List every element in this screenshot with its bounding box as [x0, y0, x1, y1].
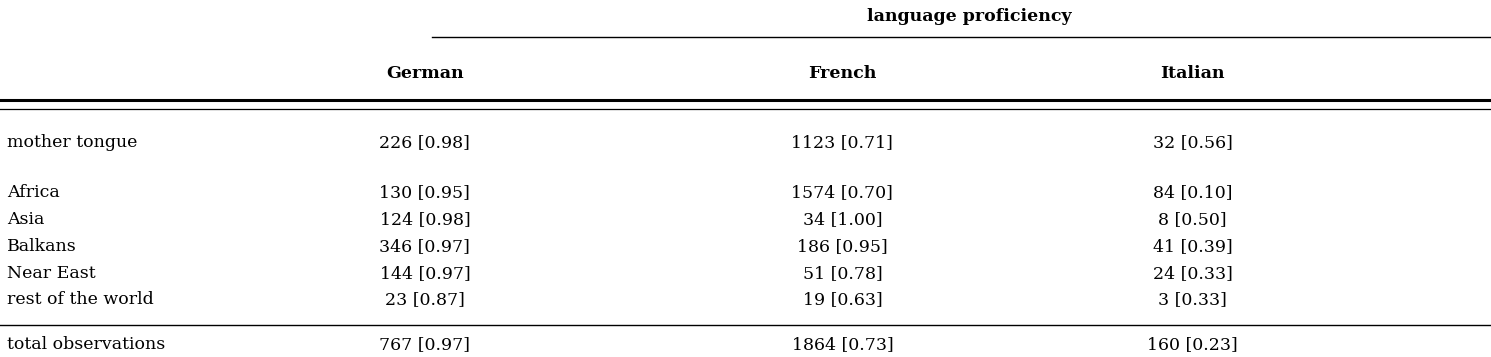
- Text: 144 [0.97]: 144 [0.97]: [380, 265, 470, 282]
- Text: Balkans: Balkans: [7, 238, 78, 255]
- Text: Italian: Italian: [1160, 65, 1226, 82]
- Text: rest of the world: rest of the world: [7, 291, 154, 308]
- Text: 1123 [0.71]: 1123 [0.71]: [792, 134, 893, 151]
- Text: 19 [0.63]: 19 [0.63]: [802, 291, 883, 308]
- Text: 346 [0.97]: 346 [0.97]: [380, 238, 470, 255]
- Text: Asia: Asia: [7, 211, 45, 228]
- Text: 51 [0.78]: 51 [0.78]: [802, 265, 883, 282]
- Text: 34 [1.00]: 34 [1.00]: [802, 211, 883, 228]
- Text: 186 [0.95]: 186 [0.95]: [798, 238, 887, 255]
- Text: Near East: Near East: [7, 265, 95, 282]
- Text: 84 [0.10]: 84 [0.10]: [1153, 184, 1233, 201]
- Text: 130 [0.95]: 130 [0.95]: [380, 184, 470, 201]
- Text: 1864 [0.73]: 1864 [0.73]: [792, 336, 893, 353]
- Text: total observations: total observations: [7, 336, 166, 353]
- Text: 124 [0.98]: 124 [0.98]: [380, 211, 470, 228]
- Text: 160 [0.23]: 160 [0.23]: [1148, 336, 1238, 353]
- Text: mother tongue: mother tongue: [7, 134, 137, 151]
- Text: German: German: [386, 65, 464, 82]
- Text: 41 [0.39]: 41 [0.39]: [1153, 238, 1233, 255]
- Text: 24 [0.33]: 24 [0.33]: [1153, 265, 1233, 282]
- Text: Africa: Africa: [7, 184, 60, 201]
- Text: French: French: [808, 65, 877, 82]
- Text: 767 [0.97]: 767 [0.97]: [379, 336, 471, 353]
- Text: 32 [0.56]: 32 [0.56]: [1153, 134, 1233, 151]
- Text: 3 [0.33]: 3 [0.33]: [1159, 291, 1227, 308]
- Text: 1574 [0.70]: 1574 [0.70]: [792, 184, 893, 201]
- Text: 8 [0.50]: 8 [0.50]: [1159, 211, 1227, 228]
- Text: language proficiency: language proficiency: [866, 7, 1072, 25]
- Text: 23 [0.87]: 23 [0.87]: [385, 291, 465, 308]
- Text: 226 [0.98]: 226 [0.98]: [380, 134, 470, 151]
